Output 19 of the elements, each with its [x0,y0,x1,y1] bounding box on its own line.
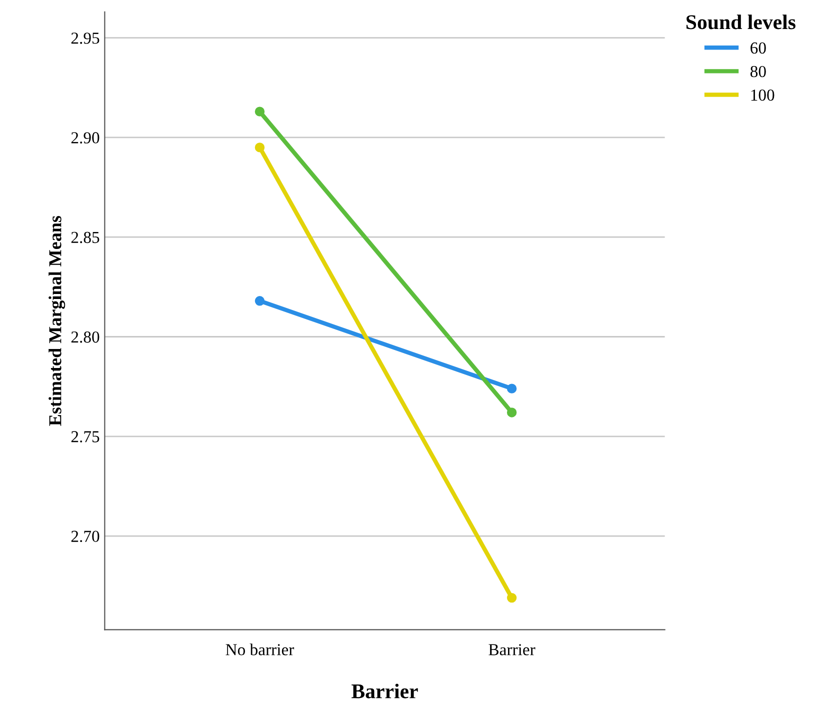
legend-title: Sound levels [686,14,796,30]
y-tick-label: 2.70 [71,530,100,542]
legend-label: 100 [751,89,774,101]
legend-label: 60 [750,42,766,54]
y-tick-label: 2.95 [71,32,100,44]
point [506,408,517,418]
y-tick-label: 2.80 [71,331,100,343]
point [254,142,265,152]
x-axis-title: Barrier [352,684,418,698]
y-tick-label: 2.90 [71,132,100,144]
y-tick-label: 2.85 [71,232,100,244]
x-tick-label: No barrier [226,644,294,656]
point [506,592,517,603]
y-axis-title: Estimated Marginal Means [48,216,66,426]
legend-label: 80 [750,66,766,78]
y-tick-label: 2.75 [71,431,100,442]
point [506,384,517,394]
point [254,106,265,116]
point [254,296,265,306]
